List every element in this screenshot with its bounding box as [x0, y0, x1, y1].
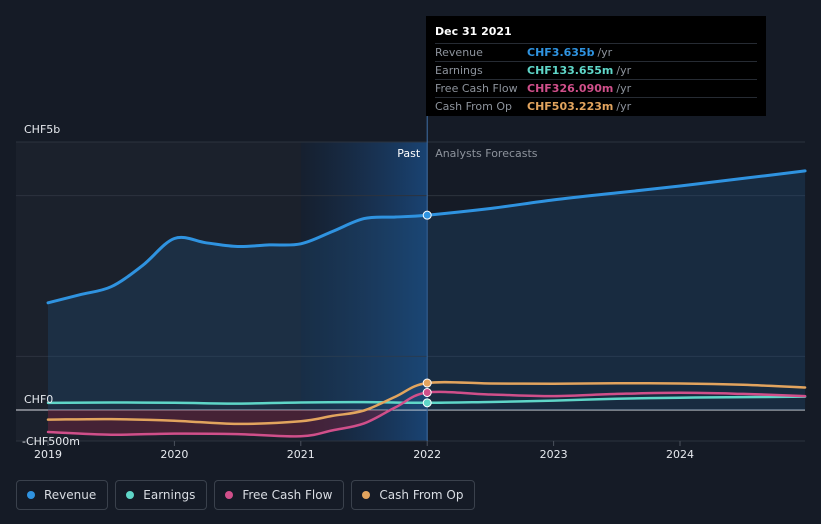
y-axis-label-zero: CHF0 — [24, 393, 53, 406]
series-line-cash-from-op — [46, 380, 807, 426]
tooltip-label: Revenue — [435, 46, 483, 59]
x-tick-label: 2019 — [34, 448, 62, 461]
free-cash-flow-area — [48, 407, 396, 437]
y-axis-label-top: CHF5b — [24, 123, 60, 136]
tooltip-row-revenue: Revenue CHF3.635b /yr — [435, 43, 757, 61]
tooltip-unit: /yr — [597, 46, 613, 59]
data-point-free-cash-flow — [422, 388, 432, 398]
legend-item-cash-from-op[interactable]: Cash From Op — [351, 480, 476, 510]
legend-label: Free Cash Flow — [242, 488, 333, 502]
tooltip-label: Cash From Op — [435, 100, 513, 113]
tooltip-value: CHF503.223m — [527, 100, 614, 113]
legend-dot-icon — [27, 491, 35, 499]
legend-label: Cash From Op — [379, 488, 464, 502]
legend-item-revenue[interactable]: Revenue — [16, 480, 109, 510]
series-line-revenue — [46, 169, 807, 305]
tooltip-date: Dec 31 2021 — [435, 25, 512, 38]
past-label: Past — [397, 147, 421, 160]
revenue-area — [48, 170, 806, 410]
x-tick-label: 2022 — [413, 448, 441, 461]
legend-item-earnings[interactable]: Earnings — [115, 480, 208, 510]
tooltip-value: CHF326.090m — [527, 82, 614, 95]
tooltip-row-earnings: Earnings CHF133.655m /yr — [435, 61, 757, 79]
y-axis-label-bottom: -CHF500m — [22, 435, 80, 448]
x-tick-label: 2024 — [666, 448, 694, 461]
data-point-revenue — [422, 210, 432, 220]
tooltip-unit: /yr — [616, 64, 632, 77]
tooltip-unit: /yr — [616, 100, 632, 113]
legend-item-free-cash-flow[interactable]: Free Cash Flow — [214, 480, 345, 510]
x-tick-label: 2021 — [287, 448, 315, 461]
data-point-earnings — [422, 398, 432, 408]
tooltip-value: CHF3.635b — [527, 46, 595, 59]
legend-dot-icon — [225, 491, 234, 499]
forecast-label: Analysts Forecasts — [435, 147, 538, 160]
legend: Revenue Earnings Free Cash Flow Cash Fro… — [16, 480, 482, 510]
series-line-free-cash-flow — [46, 390, 807, 438]
x-tick-label: 2020 — [160, 448, 188, 461]
legend-dot-icon — [362, 491, 371, 499]
legend-dot-icon — [126, 491, 135, 499]
tooltip-unit: /yr — [616, 82, 632, 95]
legend-label: Earnings — [143, 488, 196, 502]
tooltip-value: CHF133.655m — [527, 64, 614, 77]
tooltip-row-free-cash-flow: Free Cash Flow CHF326.090m /yr — [435, 79, 757, 97]
tooltip-label: Earnings — [435, 64, 483, 77]
tooltip: Dec 31 2021 Revenue CHF3.635b /yr Earnin… — [426, 16, 766, 116]
legend-label: Revenue — [44, 488, 97, 502]
x-tick-label: 2023 — [540, 448, 568, 461]
history-band — [16, 142, 301, 441]
tooltip-row-cash-from-op: Cash From Op CHF503.223m /yr — [435, 97, 757, 115]
data-point-cash-from-op — [422, 378, 432, 388]
tooltip-label: Free Cash Flow — [435, 82, 518, 95]
